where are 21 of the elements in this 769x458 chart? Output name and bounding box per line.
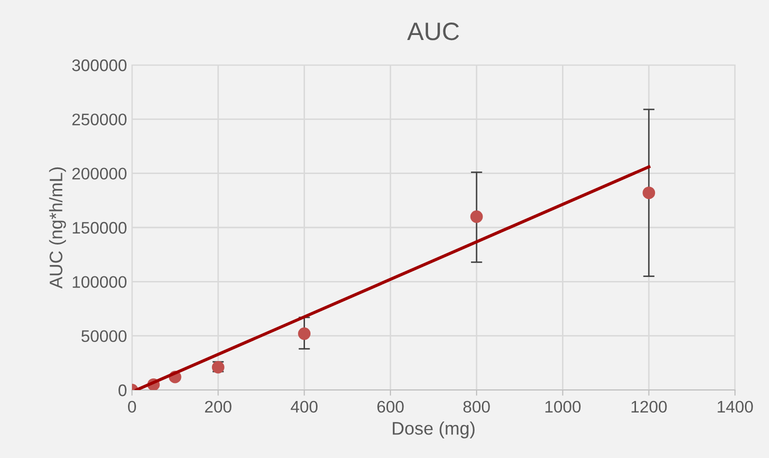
y-tick-label: 250000 bbox=[72, 114, 126, 126]
x-axis-title: Dose (mg) bbox=[392, 422, 475, 438]
x-tick-label: 1200 bbox=[632, 400, 667, 413]
x-tick-label: 1000 bbox=[545, 400, 581, 413]
point bbox=[470, 210, 483, 223]
x-tick-label: 400 bbox=[290, 400, 318, 413]
x-tick-label: 800 bbox=[463, 400, 490, 413]
y-tick-label: 200000 bbox=[72, 168, 126, 180]
y-tick-label: 0 bbox=[118, 384, 126, 396]
y-tick-label: 150000 bbox=[72, 222, 126, 234]
x-tick-label: 1400 bbox=[718, 400, 753, 413]
chart-title: AUC bbox=[407, 22, 459, 40]
y-tick-label: 100000 bbox=[72, 276, 126, 288]
x-tick-label: 0 bbox=[128, 400, 136, 413]
x-tick-label: 200 bbox=[205, 400, 232, 413]
y-axis-title: AUC (ng*h/mL) bbox=[49, 167, 66, 289]
x-tick-label: 600 bbox=[377, 400, 404, 413]
point bbox=[298, 327, 311, 340]
y-tick-label: 300000 bbox=[72, 59, 126, 72]
point bbox=[642, 186, 656, 200]
y-tick-label: 50000 bbox=[81, 330, 126, 342]
